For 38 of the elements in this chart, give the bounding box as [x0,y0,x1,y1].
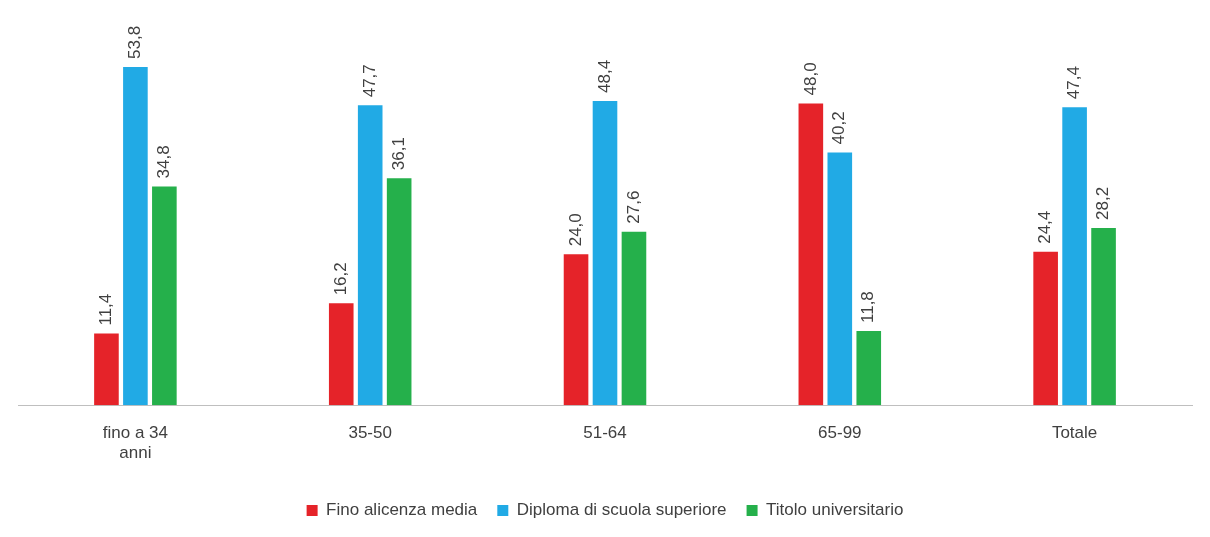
data-label: 36,1 [388,137,408,171]
bar [152,186,177,406]
data-label: 47,4 [1064,66,1084,100]
x-tick-label: 35-50 [348,423,392,443]
data-label: 48,0 [800,62,820,96]
bar [357,105,383,406]
data-label: 28,2 [1093,186,1113,220]
data-label: 47,7 [359,64,379,98]
data-label: 11,8 [858,291,878,324]
data-label: 16,2 [330,262,350,296]
legend-label: Fino alicenza media [326,500,478,520]
legend-label: Diploma di scuola superiore [516,500,727,520]
bar [386,178,412,406]
bar [328,303,354,406]
bar [592,100,618,406]
bar [621,231,647,406]
bar [1091,227,1116,406]
bar [827,152,853,406]
bar [94,333,119,406]
bar [798,103,824,406]
data-label: 53,8 [125,25,145,59]
data-label: 48,4 [594,59,614,93]
data-label: 34,8 [154,145,174,179]
bar [123,66,148,406]
bar [856,331,882,406]
data-label: 24,0 [565,213,585,247]
x-tick-label: Totale [1051,423,1098,443]
bar [1062,107,1087,406]
bar [1033,251,1058,406]
data-label: 11,4 [96,293,116,326]
bar [563,254,589,406]
data-label: 27,6 [623,190,643,224]
data-label: 40,2 [829,111,849,145]
x-tick-label: 51-64 [583,423,627,443]
legend-label: Titolo universitario [766,500,904,520]
data-label: 24,4 [1035,210,1055,244]
x-tick-label: 65-99 [818,423,862,443]
x-tick-label: fino a 34 anni [102,423,169,463]
